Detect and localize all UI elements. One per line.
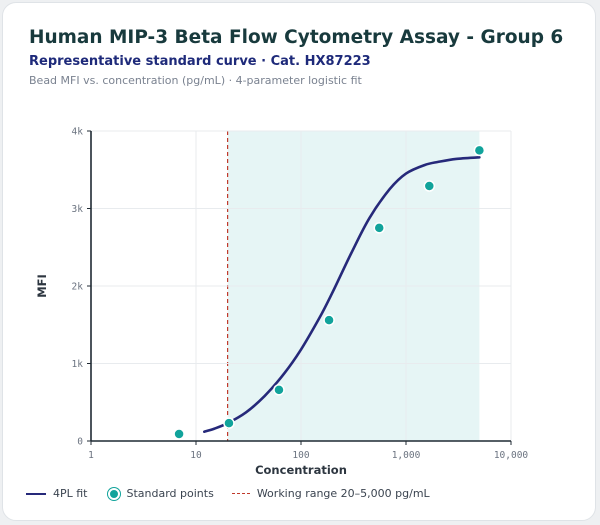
standard-point xyxy=(473,144,486,157)
legend-item-fit[interactable]: 4PL fit xyxy=(26,487,88,500)
legend-line-swatch xyxy=(26,492,46,495)
chart-legend: 4PL fit Standard points Working range 20… xyxy=(26,487,448,500)
standard-point xyxy=(173,428,185,440)
y-tick-label: 1k xyxy=(72,359,84,370)
standard-point xyxy=(323,314,335,326)
standard-point xyxy=(223,417,235,429)
x-tick-label: 1 xyxy=(88,450,94,461)
chart-description: Bead MFI vs. concentration (pg/mL) · 4-p… xyxy=(29,74,362,87)
x-tick-label: 100 xyxy=(292,450,309,461)
fit-curve xyxy=(203,156,481,433)
chart-title: Human MIP-3 Beta Flow Cytometry Assay - … xyxy=(29,27,564,48)
legend-item-points[interactable]: Standard points xyxy=(106,487,214,500)
standard-point xyxy=(273,384,285,396)
y-tick-label: 4k xyxy=(72,127,84,138)
legend-label: 4PL fit xyxy=(53,487,88,500)
y-tick-label: 2k xyxy=(72,282,84,293)
chart-subtitle: Representative standard curve · Cat. HX8… xyxy=(29,54,371,69)
x-tick-label: 10 xyxy=(190,450,202,461)
legend-label: Working range 20–5,000 pg/mL xyxy=(256,487,430,500)
x-tick-label: 10,000 xyxy=(494,450,529,461)
x-tick-label: 1,000 xyxy=(392,450,421,461)
y-tick-label: 3k xyxy=(72,204,84,215)
y-tick-label: 0 xyxy=(77,437,83,448)
legend-item-range[interactable]: Working range 20–5,000 pg/mL xyxy=(231,487,430,500)
legend-dot-swatch xyxy=(107,487,120,500)
legend-label: Standard points xyxy=(126,487,214,500)
y-axis-label: MFI xyxy=(35,274,49,298)
standard-point xyxy=(423,180,436,192)
legend-dash-swatch xyxy=(231,493,250,494)
standard-point xyxy=(373,222,385,234)
x-axis-label: Concentration xyxy=(255,463,347,477)
